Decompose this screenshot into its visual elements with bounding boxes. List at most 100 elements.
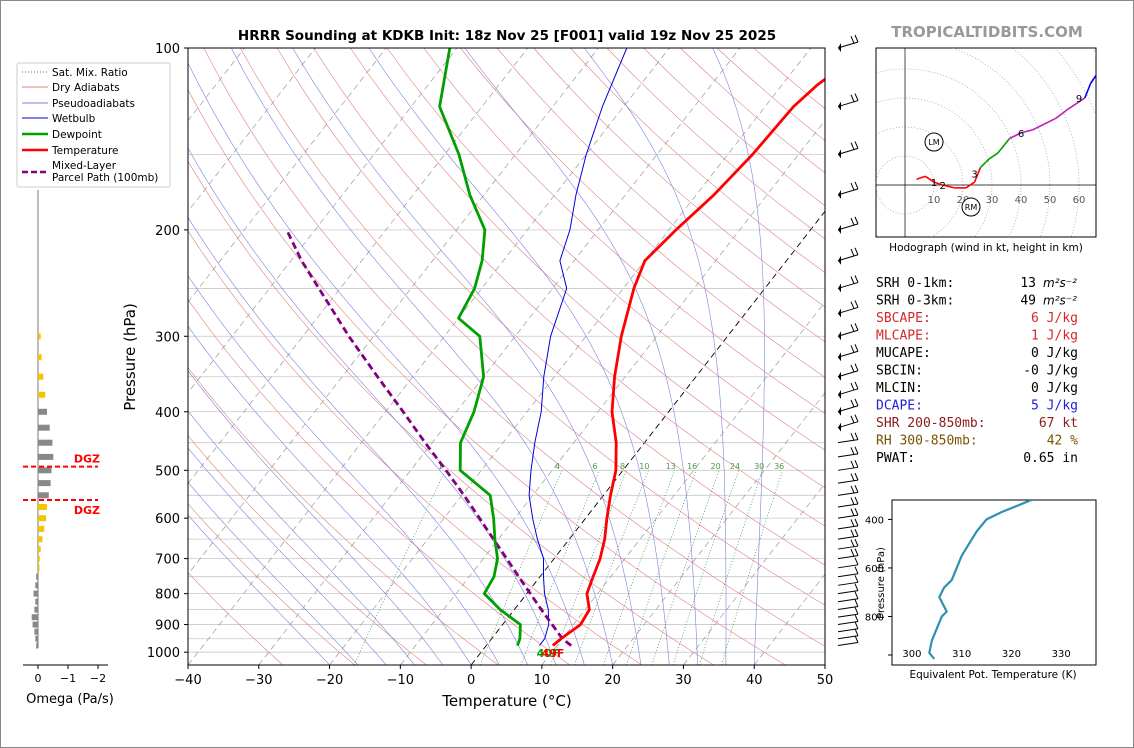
- hodo-segment: [916, 175, 926, 180]
- series-temperature: [551, 77, 825, 647]
- hodo-segment: [1066, 103, 1077, 111]
- barb-staff: [837, 606, 859, 611]
- hodo-lm-circle: [924, 132, 944, 152]
- theta-e-line: [928, 500, 1032, 660]
- barb-staff: [837, 613, 859, 618]
- moist-adiabat: [188, 481, 359, 665]
- theta-line-group: [928, 500, 1032, 660]
- barb-flag: [850, 485, 855, 494]
- barb-pennant: [838, 43, 841, 52]
- barb-pennant: [838, 331, 841, 341]
- dry-adiabat: [188, 572, 284, 665]
- barb-staff: [837, 147, 859, 155]
- barb-flag: [854, 528, 859, 537]
- barb-staff: [837, 329, 859, 337]
- wind-barb: [837, 557, 859, 569]
- isotherm-line: [612, 392, 825, 665]
- surface-dewpoint-label: 40F: [537, 647, 560, 660]
- indices-table: SRH 0-1km: 13 m²s⁻² SRH 0-3km: 49 m²s⁻² SBCAPE…: [876, 276, 1078, 466]
- hodo-segment: [979, 158, 990, 169]
- mixing-ratio-line: [651, 470, 720, 665]
- omega-bar: [38, 373, 44, 380]
- hodograph-caption: Hodograph (wind in kt, height in km): [889, 242, 1083, 254]
- hodo-segment: [942, 184, 955, 189]
- series-wetbulb: [528, 48, 628, 646]
- barb-staff: [837, 479, 859, 484]
- barb-staff: [837, 439, 859, 444]
- mixing-ratio-label: 8: [620, 462, 625, 471]
- wind-barb: [837, 621, 859, 633]
- barb-flag: [850, 415, 855, 424]
- index-value: 6 J/kg: [1031, 311, 1078, 326]
- isotherm-line: [683, 482, 825, 665]
- barb-flag: [854, 575, 859, 583]
- barb-flag: [854, 548, 859, 556]
- barb-flag: [854, 566, 859, 574]
- index-label: SBCAPE:: [876, 311, 931, 326]
- ytick-label: 1000: [147, 646, 180, 661]
- mixing-ratio-line: [520, 470, 600, 665]
- mixing-ratio-label: 4: [555, 462, 560, 471]
- hodo-ring-label: 50: [1044, 195, 1057, 206]
- barb-flag: [850, 529, 855, 537]
- omega-bar: [38, 333, 41, 340]
- barb-flag: [854, 485, 859, 493]
- index-value: -0 J/kg: [1023, 364, 1078, 379]
- wind-barb: [837, 485, 859, 496]
- hodograph: 10 20 30 40 50 60 1 2 3 6 9 LM RM: [876, 48, 1096, 237]
- barb-staff: [837, 503, 859, 508]
- xtick-label: −20: [316, 673, 343, 688]
- moist-adiabat: [188, 514, 330, 665]
- dgz-label-bottom: DGZ: [74, 504, 100, 517]
- barb-staff: [837, 525, 859, 530]
- barb-flag: [850, 460, 855, 469]
- barb-flag: [850, 433, 855, 441]
- barb-pennant: [838, 255, 841, 265]
- hodo-segment: [988, 152, 999, 160]
- dry-adiabat: [188, 367, 499, 665]
- moist-adiabat: [231, 48, 613, 665]
- barb-flag: [854, 216, 859, 225]
- hodograph-frame: [875, 47, 1097, 238]
- hodo-rm-label: RM: [965, 203, 978, 212]
- hodo-ring-label: 10: [928, 195, 941, 206]
- omega-bar: [35, 598, 38, 605]
- barb-flag: [850, 364, 855, 373]
- barb-flag: [854, 34, 859, 43]
- isotherm-line: [188, 48, 670, 665]
- hodo-segment: [1089, 74, 1096, 84]
- index-value: 67 kt: [1039, 416, 1078, 431]
- hodo-segment: [1009, 132, 1022, 140]
- mixing-ratio-label: 16: [687, 462, 697, 471]
- index-label: MUCAPE:: [876, 346, 931, 361]
- barb-flag: [854, 628, 859, 636]
- barb-flag: [850, 382, 855, 391]
- xtick-label: 40: [746, 673, 763, 688]
- wind-barb: [837, 628, 859, 640]
- dry-adiabat: [350, 48, 825, 489]
- barb-flag: [854, 472, 859, 481]
- moist-adiabat: [188, 370, 444, 665]
- dry-adiabat: [203, 48, 825, 647]
- barb-flag: [854, 606, 859, 615]
- barb-flag: [850, 36, 855, 44]
- ytick-label: 500: [155, 464, 180, 479]
- chart-title: HRRR Sounding at KDKB Init: 18z Nov 25 […: [238, 28, 776, 44]
- surface-temp-label: 49F: [542, 647, 565, 660]
- barb-flag: [854, 614, 859, 622]
- omega-bar: [35, 635, 38, 642]
- barb-pennant: [838, 352, 841, 362]
- barb-flag: [854, 583, 859, 591]
- barb-staff: [837, 388, 859, 396]
- barb-flag: [850, 539, 855, 547]
- mixing-ratio-label: 30: [754, 462, 764, 471]
- barb-flag: [854, 507, 859, 516]
- legend-parcel-line1: Mixed-Layer: [52, 160, 117, 172]
- barb-flag: [854, 496, 859, 505]
- xtick-label: 20: [604, 673, 621, 688]
- barb-pennant: [838, 389, 841, 399]
- ytick-label: 900: [155, 619, 180, 634]
- wind-barb: [837, 344, 859, 362]
- barb-pennant: [838, 422, 841, 432]
- hodo-segment: [1055, 108, 1068, 119]
